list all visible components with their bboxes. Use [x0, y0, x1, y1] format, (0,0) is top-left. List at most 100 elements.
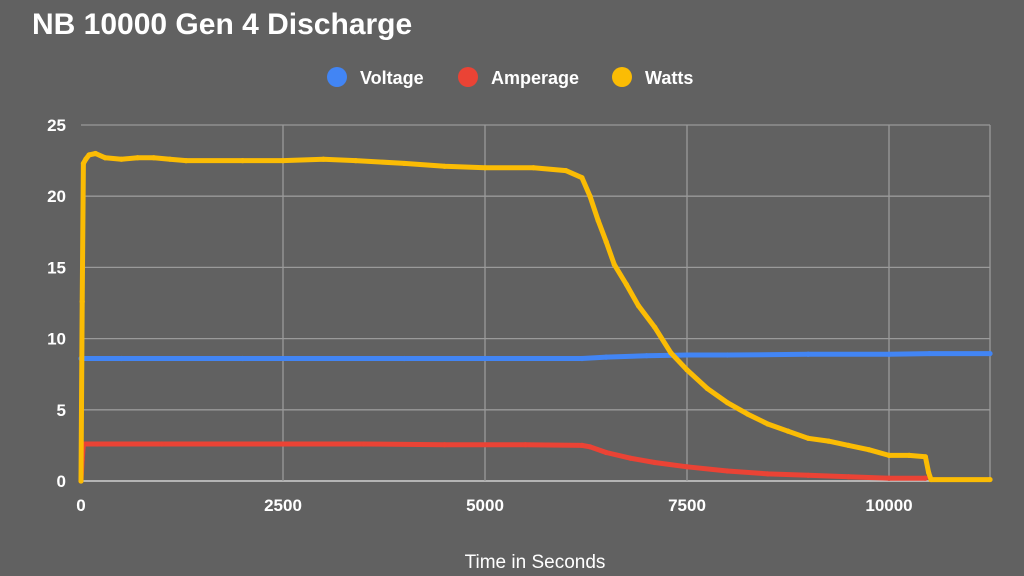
- data-point-watts: [401, 160, 407, 167]
- data-point-amperage: [94, 441, 100, 447]
- data-point-watts: [102, 155, 108, 161]
- x-axis-ticks: 0 2500 5000 7500 10000: [76, 496, 912, 515]
- data-point-watts: [353, 158, 359, 164]
- legend-marker-watts: [612, 67, 632, 87]
- chart-title: NB 10000 Gen 4 Discharge: [32, 8, 412, 41]
- x-tick-label: 0: [76, 496, 85, 515]
- data-point-watts: [922, 454, 928, 460]
- data-point-watts: [765, 421, 771, 427]
- data-point-watts: [530, 165, 537, 171]
- legend-label-watts: Watts: [645, 68, 693, 88]
- data-point-voltage: [886, 351, 892, 357]
- data-point-watts: [80, 160, 87, 167]
- data-point-watts: [886, 452, 892, 458]
- legend-marker-voltage: [327, 67, 347, 87]
- data-point-watts: [86, 152, 92, 158]
- y-tick-label: 0: [57, 472, 66, 491]
- data-point-voltage: [240, 355, 246, 362]
- data-point-amperage: [361, 441, 367, 447]
- data-point-amperage: [652, 459, 658, 466]
- data-point-voltage: [987, 350, 993, 357]
- data-point-watts: [134, 155, 141, 161]
- data-point-watts: [987, 476, 993, 483]
- data-point-watts: [595, 217, 601, 224]
- y-tick-label: 5: [57, 401, 66, 420]
- data-point-amperage: [805, 472, 811, 478]
- gridlines: [81, 124, 991, 482]
- data-point-watts: [183, 158, 189, 164]
- data-point-watts: [587, 193, 593, 199]
- y-tick-label: 10: [47, 330, 66, 349]
- x-tick-label: 2500: [264, 496, 302, 515]
- data-point-watts: [906, 452, 912, 458]
- data-point-watts: [668, 350, 674, 356]
- legend-marker-amperage: [458, 67, 478, 87]
- data-point-watts: [83, 156, 89, 162]
- data-point-watts: [118, 156, 124, 162]
- data-point-amperage: [724, 468, 731, 474]
- data-point-watts: [442, 163, 448, 169]
- data-point-watts: [866, 447, 872, 453]
- data-point-watts: [280, 158, 286, 164]
- data-point-watts: [611, 261, 617, 268]
- data-point-watts: [563, 167, 569, 174]
- data-point-watts: [785, 428, 791, 434]
- data-point-amperage: [587, 444, 593, 450]
- data-point-watts: [579, 175, 585, 181]
- data-point-watts: [151, 155, 157, 161]
- x-tick-label: 10000: [865, 496, 912, 515]
- data-point-watts: [635, 303, 642, 309]
- data-point-watts: [603, 239, 609, 245]
- series-line-voltage: [78, 351, 993, 361]
- data-point-amperage: [684, 464, 690, 470]
- data-point-amperage: [522, 442, 529, 448]
- legend-label-voltage: Voltage: [360, 68, 424, 88]
- data-point-voltage: [579, 355, 585, 362]
- y-tick-label: 15: [47, 258, 66, 277]
- y-axis-ticks: 0 5 10 15 20 25: [47, 116, 66, 491]
- data-point-watts: [805, 435, 811, 441]
- data-point-voltage: [401, 355, 407, 362]
- data-point-watts: [240, 158, 246, 164]
- data-point-voltage: [603, 354, 609, 360]
- data-point-amperage: [765, 471, 771, 477]
- x-tick-label: 5000: [466, 496, 504, 515]
- series-lines: [78, 150, 993, 484]
- data-point-watts: [78, 478, 84, 484]
- data-point-watts: [652, 324, 658, 330]
- legend-label-amperage: Amperage: [491, 68, 579, 88]
- data-point-amperage: [159, 441, 165, 447]
- data-point-amperage: [922, 475, 928, 481]
- data-point-amperage: [603, 449, 609, 456]
- data-point-voltage: [684, 352, 690, 358]
- x-axis-title: Time in Seconds: [465, 552, 606, 573]
- series-line-watts: [78, 151, 993, 484]
- data-point-watts: [825, 438, 832, 444]
- data-point-amperage: [579, 442, 585, 448]
- data-point-watts: [745, 411, 751, 417]
- data-point-watts: [320, 156, 326, 162]
- y-tick-label: 25: [47, 116, 66, 135]
- data-point-voltage: [805, 351, 811, 357]
- data-point-watts: [482, 165, 488, 171]
- data-point-watts: [724, 400, 731, 406]
- data-point-amperage: [442, 442, 448, 448]
- data-point-watts: [167, 156, 173, 162]
- data-point-amperage: [886, 475, 892, 481]
- data-point-watts: [79, 298, 85, 305]
- data-point-voltage: [644, 353, 650, 359]
- data-point-voltage: [118, 355, 124, 362]
- data-point-watts: [846, 442, 852, 448]
- data-point-voltage: [724, 352, 731, 358]
- data-point-watts: [92, 150, 99, 157]
- y-tick-label: 20: [47, 187, 66, 206]
- series-line-amperage: [78, 441, 928, 484]
- data-point-watts: [623, 281, 630, 288]
- data-point-watts: [704, 385, 710, 392]
- data-point-amperage: [846, 474, 852, 480]
- data-point-watts: [684, 367, 690, 373]
- data-point-voltage: [926, 350, 933, 357]
- data-point-watts: [928, 476, 934, 483]
- data-point-watts: [925, 469, 932, 476]
